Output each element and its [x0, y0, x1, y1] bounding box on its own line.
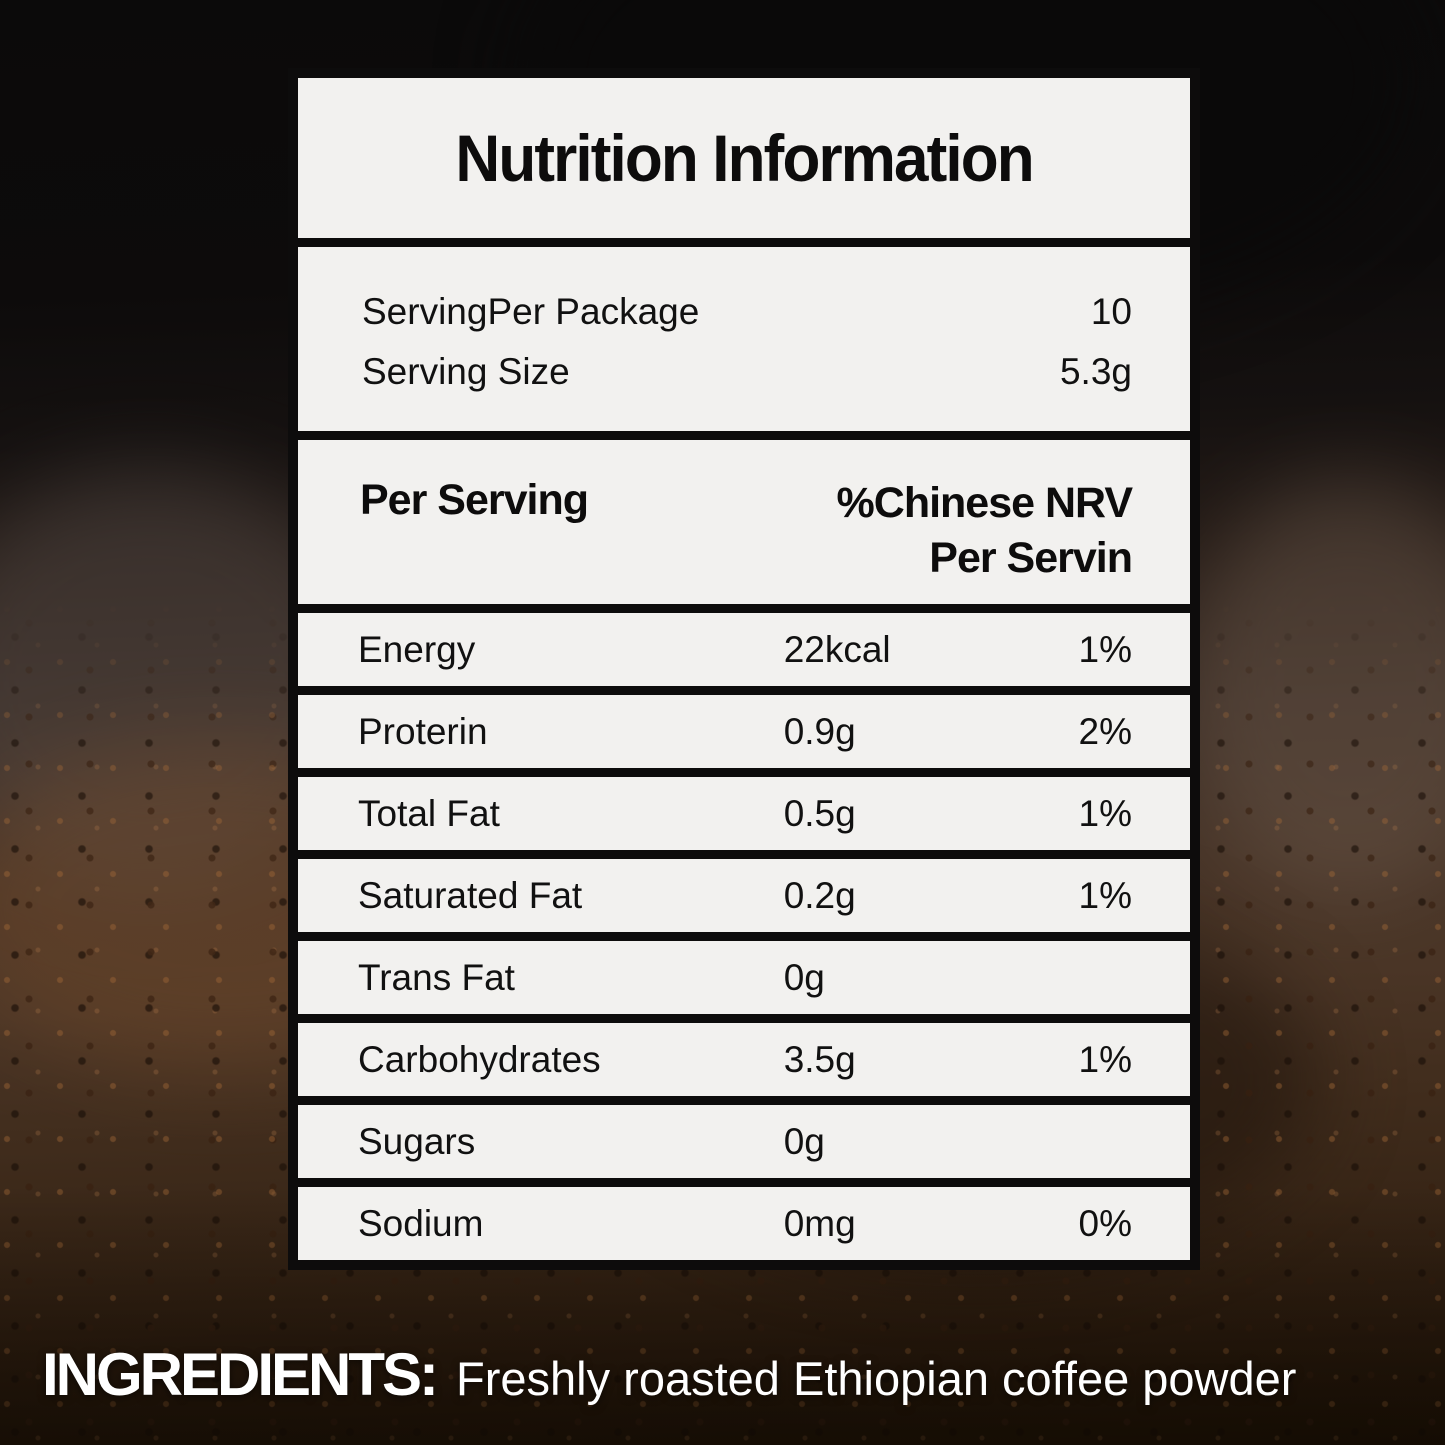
- nutrient-amount: 0mg: [783, 1202, 856, 1244]
- nutrient-nrv: 1%: [1078, 874, 1132, 916]
- nutrient-name: Total Fat: [358, 792, 500, 834]
- nutrient-nrv: 1%: [1078, 628, 1132, 670]
- nutrient-name: Sodium: [358, 1202, 484, 1244]
- nrv-header-line2: Per Servin: [929, 534, 1133, 582]
- serving-per-package-value: 10: [1090, 291, 1132, 332]
- nrv-header: %Chinese NRV Per Servin: [836, 476, 1133, 604]
- title-section: Nutrition Information: [298, 78, 1190, 238]
- nutrient-nrv: 1%: [1078, 1038, 1132, 1080]
- table-row-trans-fat: Trans Fat 0g: [298, 941, 1190, 1014]
- nutrient-nrv: 2%: [1078, 710, 1132, 752]
- nutrition-table: Nutrition Information ServingPer Package…: [288, 68, 1200, 1270]
- serving-size-value: 5.3g: [1059, 351, 1132, 392]
- nutrient-name: Trans Fat: [358, 956, 515, 998]
- table-row-sodium: Sodium 0mg 0%: [298, 1187, 1190, 1260]
- nutrient-name: Sugars: [358, 1120, 476, 1162]
- table-row-total-fat: Total Fat 0.5g 1%: [298, 777, 1190, 850]
- table-row-sugars: Sugars 0g: [298, 1105, 1190, 1178]
- table-row-carbohydrates: Carbohydrates 3.5g 1%: [298, 1023, 1190, 1096]
- serving-size-label: Serving Size: [362, 351, 570, 392]
- nutrient-name: Carbohydrates: [358, 1038, 601, 1080]
- nutrient-name: Proterin: [358, 710, 488, 752]
- per-serving-header: Per Serving: [360, 476, 589, 524]
- serving-size-row: Serving Size 5.3g: [362, 351, 1132, 393]
- nutrition-title: Nutrition Information: [455, 121, 1034, 195]
- nutrient-name: Saturated Fat: [358, 874, 583, 916]
- nutrient-amount: 0.2g: [783, 874, 856, 916]
- column-header-section: Per Serving %Chinese NRV Per Servin: [298, 440, 1190, 604]
- table-row-protein: Proterin 0.9g 2%: [298, 695, 1190, 768]
- nutrient-amount: 0g: [783, 1120, 825, 1162]
- nrv-header-line1: %Chinese NRV: [836, 479, 1133, 527]
- serving-per-package-label: ServingPer Package: [362, 291, 700, 332]
- nutrient-amount: 0.9g: [783, 710, 856, 752]
- nutrient-amount: 22kcal: [783, 628, 891, 670]
- ingredients-label: INGREDIENTS:: [42, 1341, 439, 1408]
- nutrient-amount: 0g: [783, 956, 825, 998]
- nutrient-nrv: 1%: [1078, 792, 1132, 834]
- nutrient-nrv: 0%: [1078, 1202, 1132, 1244]
- table-row-energy: Energy 22kcal 1%: [298, 613, 1190, 686]
- ingredients-line: INGREDIENTS: Freshly roasted Ethiopian c…: [42, 1340, 1434, 1409]
- ingredients-text: Freshly roasted Ethiopian coffee powder: [456, 1352, 1297, 1405]
- nutrient-name: Energy: [358, 628, 476, 670]
- serving-per-package-row: ServingPer Package 10: [362, 291, 1132, 333]
- nutrient-amount: 3.5g: [783, 1038, 856, 1080]
- table-row-saturated-fat: Saturated Fat 0.2g 1%: [298, 859, 1190, 932]
- serving-section: ServingPer Package 10 Serving Size 5.3g: [298, 247, 1190, 431]
- nutrient-amount: 0.5g: [783, 792, 856, 834]
